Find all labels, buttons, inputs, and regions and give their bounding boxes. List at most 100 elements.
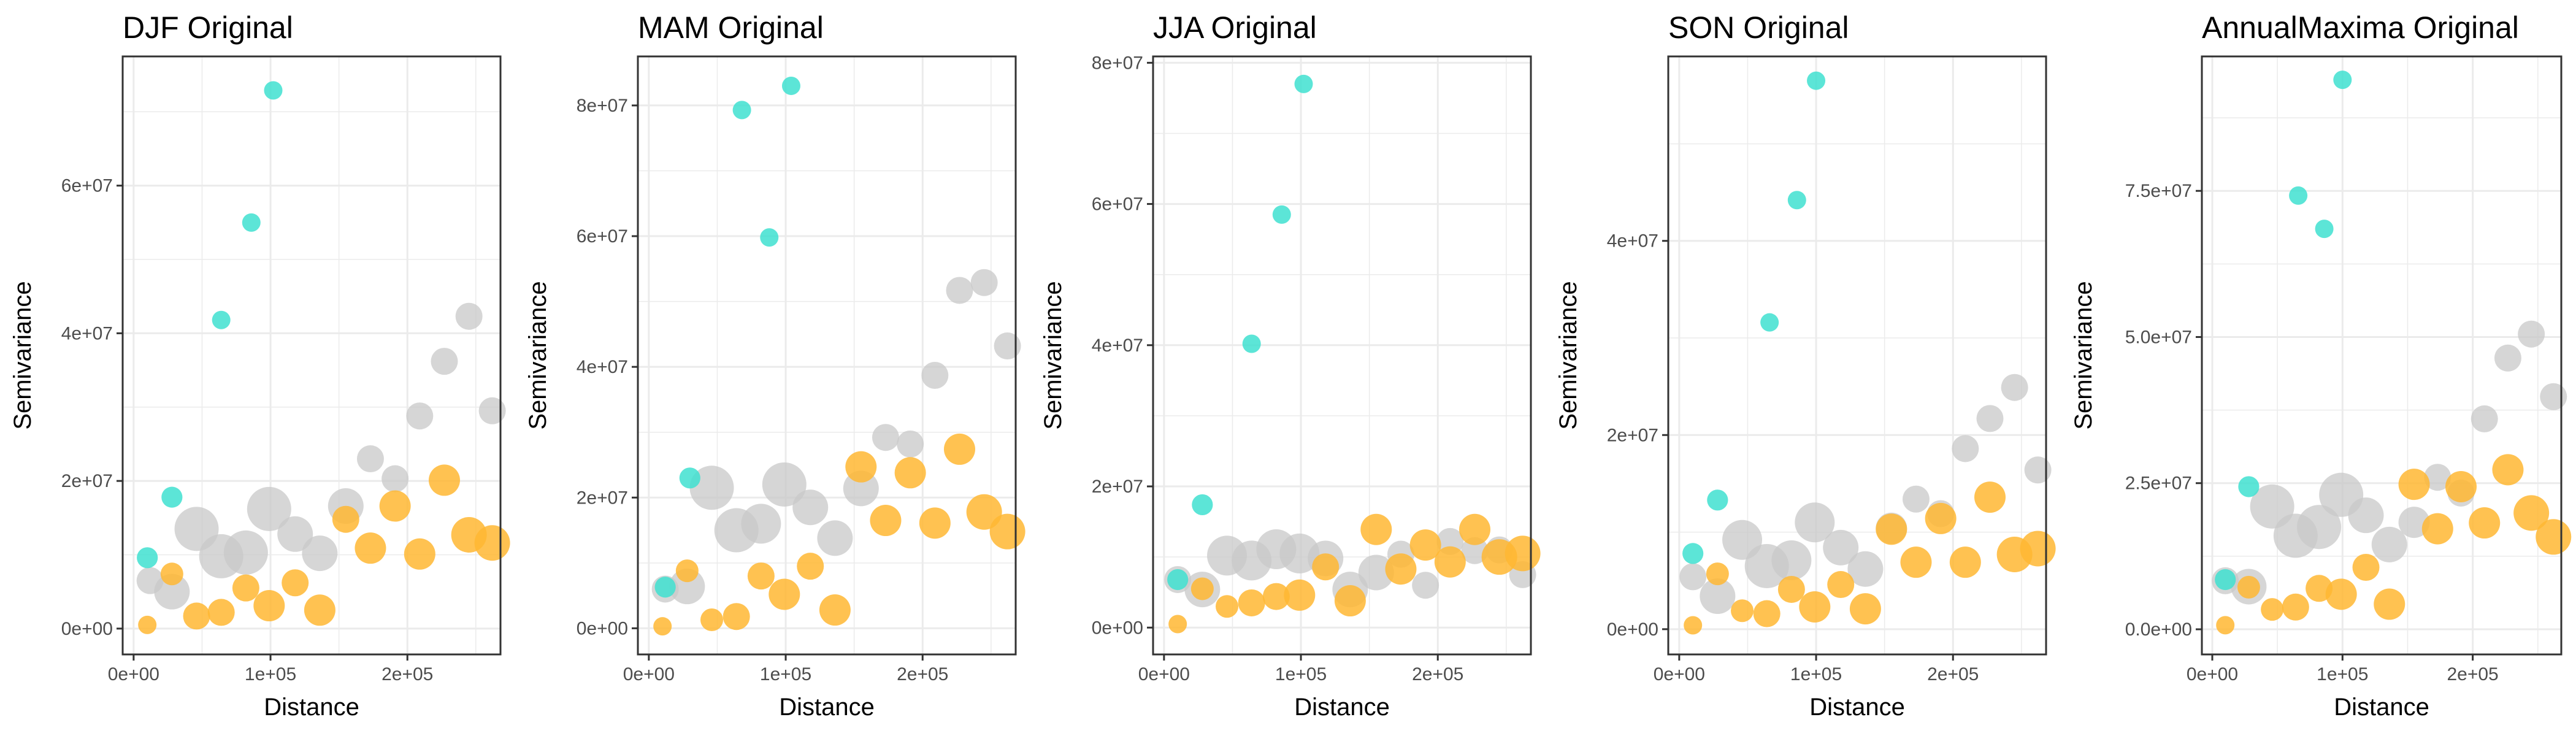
data-point-orange bbox=[1409, 529, 1441, 561]
data-point-cyan bbox=[1787, 191, 1806, 210]
data-point-gray bbox=[478, 397, 506, 424]
data-point-cyan bbox=[2215, 569, 2236, 591]
data-point-orange bbox=[2469, 507, 2501, 539]
data-point-orange bbox=[1459, 513, 1490, 545]
data-point-gray bbox=[2494, 344, 2521, 372]
data-point-gray bbox=[2297, 505, 2342, 550]
data-point-cyan bbox=[1272, 205, 1291, 224]
data-point-gray bbox=[381, 465, 409, 493]
data-point-orange bbox=[1334, 585, 1366, 617]
data-point-orange bbox=[747, 562, 775, 590]
data-point-cyan bbox=[1707, 489, 1728, 511]
data-points bbox=[651, 76, 1025, 636]
data-point-gray bbox=[762, 462, 807, 507]
y-tick-label: 0e+00 bbox=[61, 619, 113, 639]
data-point-gray bbox=[2024, 456, 2052, 484]
data-point-gray bbox=[455, 302, 483, 330]
y-tick-label: 2e+07 bbox=[577, 488, 628, 508]
x-tick-label: 2e+05 bbox=[897, 664, 948, 684]
y-tick-label: 5.0e+07 bbox=[2125, 327, 2192, 347]
data-point-gray bbox=[1847, 551, 1884, 587]
data-point-orange bbox=[1385, 553, 1417, 585]
data-point-orange bbox=[2352, 553, 2380, 581]
data-point-gray bbox=[1952, 435, 1979, 462]
data-point-orange bbox=[1505, 535, 1541, 572]
data-point-gray bbox=[431, 348, 458, 375]
data-point-gray bbox=[1771, 540, 1812, 580]
data-point-gray bbox=[223, 530, 268, 575]
x-tick-label: 1e+05 bbox=[1275, 664, 1327, 684]
data-point-gray bbox=[689, 466, 734, 510]
x-tick-label: 1e+05 bbox=[760, 664, 811, 684]
data-point-gray bbox=[2518, 320, 2545, 348]
data-point-gray bbox=[897, 430, 924, 458]
data-point-orange bbox=[819, 594, 851, 626]
y-axis-title: Semivariance bbox=[1040, 281, 1067, 429]
y-tick-label: 0.0e+00 bbox=[2125, 619, 2192, 640]
chart-title: SON Original bbox=[1668, 10, 1849, 45]
data-point-gray bbox=[2540, 383, 2567, 410]
data-point-orange bbox=[700, 608, 724, 632]
y-tick-label: 6e+07 bbox=[61, 176, 113, 196]
data-point-orange bbox=[919, 507, 951, 539]
y-tick-label: 6e+07 bbox=[1092, 194, 1143, 215]
data-point-orange bbox=[2492, 454, 2524, 486]
x-tick-label: 1e+05 bbox=[245, 664, 296, 684]
data-point-gray bbox=[356, 445, 384, 473]
data-point-orange bbox=[894, 457, 926, 489]
y-tick-label: 0e+00 bbox=[1607, 619, 1658, 640]
y-tick-label: 6e+07 bbox=[577, 226, 628, 247]
scatter-panel: 0e+00 1e+05 2e+05 0e+00 2e+07 4e+07 6e+07 8e+07… bbox=[524, 10, 1025, 721]
data-point-orange bbox=[1753, 600, 1781, 627]
data-point-orange bbox=[769, 578, 800, 610]
y-tick-label: 8e+07 bbox=[577, 96, 628, 116]
x-tick-label: 0e+00 bbox=[2187, 664, 2238, 684]
data-point-gray bbox=[154, 573, 190, 610]
data-point-orange bbox=[1925, 502, 1957, 534]
x-axis-title: Distance bbox=[1294, 694, 1390, 721]
data-point-orange bbox=[1706, 562, 1729, 586]
data-point-orange bbox=[379, 490, 411, 522]
chart-title: AnnualMaxima Original bbox=[2202, 10, 2519, 45]
data-point-cyan bbox=[679, 467, 700, 489]
data-point-cyan bbox=[1167, 569, 1189, 591]
data-point-gray bbox=[1700, 578, 1736, 615]
panel-border bbox=[2201, 55, 2563, 656]
data-point-orange bbox=[2282, 593, 2309, 621]
data-point-orange bbox=[428, 464, 460, 496]
data-point-gray bbox=[2424, 464, 2451, 491]
data-point-orange bbox=[1684, 616, 1703, 635]
data-point-orange bbox=[2536, 519, 2572, 555]
data-point-gray bbox=[792, 489, 829, 526]
data-point-orange bbox=[332, 505, 359, 533]
y-axis-title: Semivariance bbox=[2070, 281, 2097, 429]
x-tick-label: 0e+00 bbox=[108, 664, 159, 684]
x-tick-label: 0e+00 bbox=[1138, 664, 1190, 684]
data-point-orange bbox=[1434, 546, 1466, 578]
data-point-cyan bbox=[732, 101, 751, 120]
data-point-orange bbox=[2237, 575, 2260, 599]
data-point-gray bbox=[1358, 554, 1394, 591]
x-tick-label: 0e+00 bbox=[623, 664, 675, 684]
scatter-panel: 0e+00 1e+05 2e+05 0e+00 2e+07 4e+07 SON Origin… bbox=[1555, 10, 2056, 721]
data-point-orange bbox=[2261, 598, 2284, 621]
chart-title: JJA Original bbox=[1153, 10, 1317, 45]
data-point-cyan bbox=[242, 213, 261, 232]
x-tick-label: 2e+05 bbox=[2447, 664, 2498, 684]
y-tick-label: 2.5e+07 bbox=[2125, 473, 2192, 494]
data-point-cyan bbox=[1242, 334, 1261, 353]
chart-title: MAM Original bbox=[638, 10, 824, 45]
data-point-orange bbox=[232, 574, 259, 602]
scatter-panel: 0e+00 1e+05 2e+05 0e+00 2e+07 4e+07 6e+07 8e+07… bbox=[1040, 10, 1541, 721]
data-points bbox=[1164, 74, 1541, 634]
y-tick-label: 4e+07 bbox=[1092, 335, 1143, 356]
data-point-orange bbox=[989, 513, 1025, 550]
data-point-orange bbox=[1190, 577, 1214, 600]
y-tick-label: 2e+07 bbox=[1607, 425, 1658, 445]
data-point-orange bbox=[183, 602, 210, 630]
data-point-gray bbox=[277, 516, 313, 552]
plot-background bbox=[638, 56, 1016, 654]
data-point-orange bbox=[138, 615, 157, 634]
x-tick-label: 2e+05 bbox=[1412, 664, 1463, 684]
data-point-gray bbox=[1902, 485, 1930, 513]
